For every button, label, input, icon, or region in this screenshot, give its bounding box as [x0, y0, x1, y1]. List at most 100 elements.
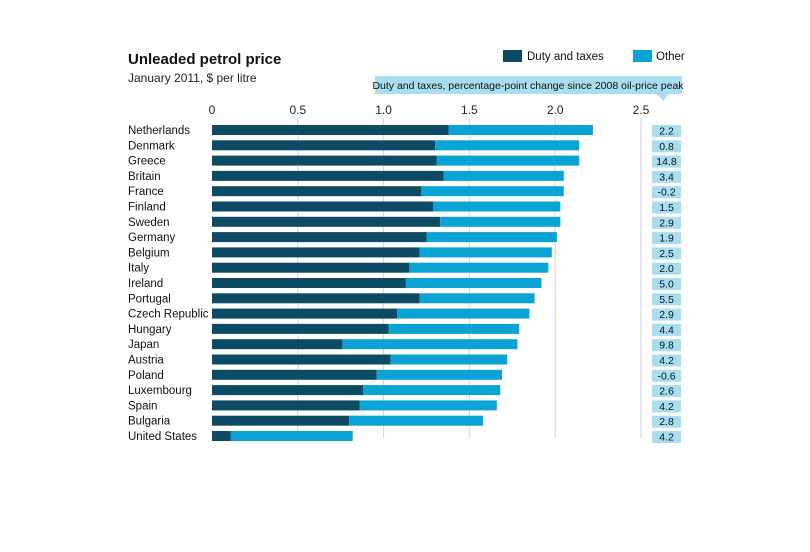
category-label: Czech Republic: [128, 309, 209, 321]
side-value-box: [652, 170, 681, 183]
bar-other: [349, 415, 484, 426]
bar-other: [342, 339, 518, 350]
bar-duty: [212, 140, 436, 151]
bar-duty: [212, 170, 444, 181]
side-value-box: [652, 308, 681, 321]
side-value-box: [652, 369, 681, 382]
category-label: Ireland: [128, 278, 163, 290]
side-value-box: [652, 232, 681, 245]
bar-duty: [212, 186, 422, 197]
bar-duty: [212, 293, 420, 304]
side-value: 9.8: [659, 340, 674, 352]
bar-other: [363, 385, 501, 396]
bar-duty: [212, 323, 389, 334]
bar-duty: [212, 216, 441, 227]
category-label: Hungary: [128, 324, 172, 336]
side-value: -0.6: [657, 370, 675, 382]
bar-other: [426, 232, 557, 243]
side-value: 2.9: [659, 217, 674, 229]
bar-duty: [212, 354, 391, 365]
side-value-box: [652, 216, 681, 229]
bar-other: [405, 278, 542, 288]
category-label: Netherlands: [128, 125, 190, 137]
bar-duty: [212, 155, 437, 166]
category-label: Japan: [128, 339, 159, 351]
side-value-box: [652, 278, 681, 290]
category-label: Greece: [128, 156, 166, 168]
side-value-box: [652, 415, 681, 428]
side-value-box: [652, 247, 681, 260]
side-value-box: [652, 400, 681, 413]
category-label: Belgium: [128, 247, 170, 259]
x-tick-label: 2.5: [633, 103, 650, 117]
category-label: Bulgaria: [128, 416, 171, 428]
bar-duty: [212, 431, 231, 441]
side-value: 4.2: [659, 401, 674, 413]
side-value: 3.4: [659, 171, 674, 183]
side-value: 0.8: [659, 141, 674, 153]
side-value-box: [652, 155, 681, 168]
bar-duty: [212, 232, 427, 243]
x-tick-label: 1.0: [375, 103, 392, 117]
category-label: Luxembourg: [128, 385, 192, 397]
chart-title: Unleaded petrol price: [128, 51, 281, 68]
x-axis-ticks: 0 0.5 1.0 1.5 2.0 2.5: [209, 103, 650, 117]
bar-duty: [212, 339, 343, 350]
bar-other: [376, 369, 503, 380]
legend-swatch-duty: [503, 50, 522, 62]
bar-duty: [212, 278, 406, 288]
bar-other: [421, 186, 564, 197]
side-value: 1.5: [659, 202, 674, 214]
side-value: 4.4: [659, 324, 674, 336]
legend-swatch-other: [633, 50, 652, 62]
country-labels: Netherlands Denmark Greece Britain France Fin…: [128, 125, 209, 443]
side-note-box: [375, 76, 682, 94]
bar-duty: [212, 415, 350, 426]
side-value-box: [652, 385, 681, 398]
bar-other: [419, 293, 535, 304]
bar-other: [448, 125, 593, 135]
category-label: France: [128, 186, 164, 198]
bar-other: [390, 354, 508, 365]
bar-other: [388, 323, 520, 334]
side-value-box: [652, 431, 681, 443]
side-value-box: [652, 186, 681, 199]
category-label: Finland: [128, 202, 166, 214]
bar-other: [433, 201, 561, 212]
category-label: Germany: [128, 232, 176, 244]
side-value: 2.2: [659, 126, 674, 138]
bar-duty: [212, 201, 434, 212]
chart-subtitle: January 2011, $ per litre: [128, 71, 257, 85]
side-note-text: Duty and taxes, percentage-point change …: [372, 80, 684, 92]
bar-duty: [212, 125, 449, 135]
x-tick-label: 0: [209, 103, 216, 117]
category-label: Sweden: [128, 217, 170, 229]
category-label: Italy: [128, 263, 149, 275]
bar-duty: [212, 308, 398, 319]
bar-other: [359, 400, 497, 411]
category-label: Portugal: [128, 293, 171, 305]
side-note: Duty and taxes, percentage-point change …: [372, 76, 684, 101]
bar-other: [409, 262, 549, 273]
category-label: Britain: [128, 171, 161, 183]
side-value-box: [652, 201, 681, 214]
category-label: United States: [128, 431, 197, 443]
bars: [212, 125, 593, 441]
x-tick-label: 1.5: [461, 103, 478, 117]
side-value-box: [652, 323, 681, 336]
legend: Duty and taxes Other: [503, 50, 685, 63]
side-value: 5.0: [659, 279, 674, 291]
side-value-box: [652, 293, 681, 306]
bar-duty: [212, 262, 410, 273]
side-value: 2.8: [659, 416, 674, 428]
side-value: 5.5: [659, 294, 674, 306]
side-value: 2.6: [659, 386, 674, 398]
side-value-box: [652, 354, 681, 367]
side-value: 14.8: [656, 156, 677, 168]
bar-other: [443, 170, 564, 181]
bar-duty: [212, 385, 364, 396]
category-label: Spain: [128, 400, 157, 412]
bar-duty: [212, 400, 360, 411]
legend-label-duty: Duty and taxes: [527, 51, 604, 63]
category-label: Austria: [128, 355, 164, 367]
